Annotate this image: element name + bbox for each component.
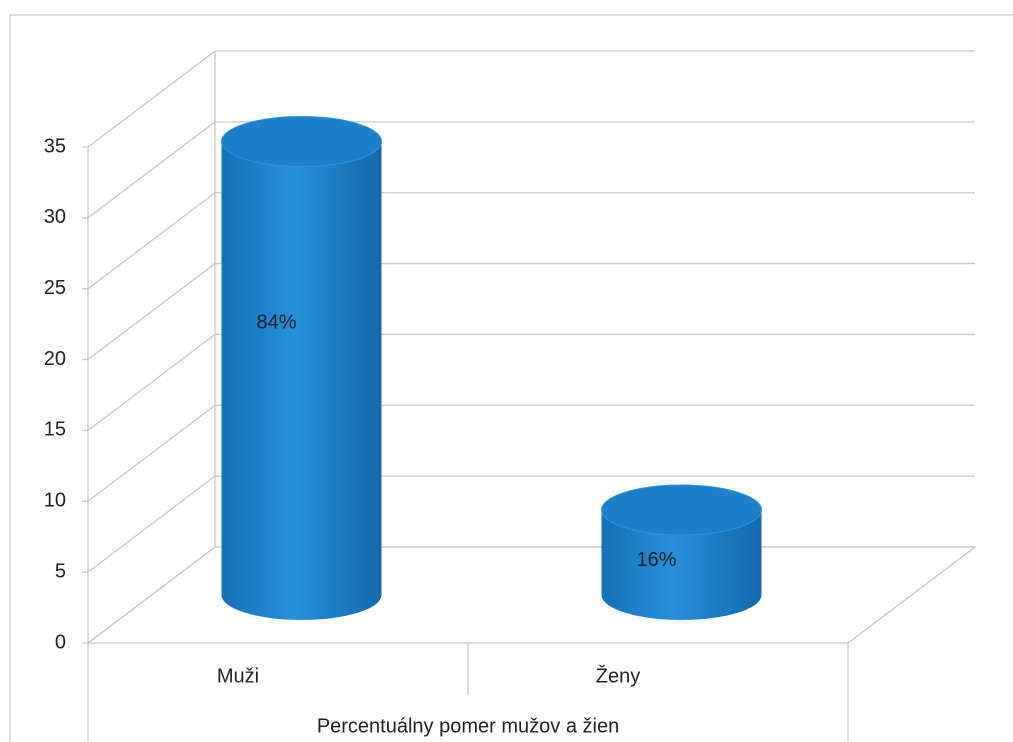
cylinder-top xyxy=(601,484,762,536)
y-tick-label: 30 xyxy=(44,206,66,228)
chart-border xyxy=(9,14,1013,742)
cylinder-body xyxy=(601,509,762,620)
y-tick-label: 25 xyxy=(44,277,66,299)
x-tick-label: Ženy xyxy=(596,664,640,687)
y-tick-label: 15 xyxy=(44,419,66,441)
grid-line xyxy=(87,121,975,219)
x-axis-label: Percentuálny pomer mužov a žien xyxy=(317,715,619,737)
grid-line xyxy=(87,333,975,431)
grid-line xyxy=(87,50,975,148)
y-tick-label: 0 xyxy=(55,631,66,653)
y-tick-label: 20 xyxy=(44,348,66,370)
cylinder-body xyxy=(221,141,382,620)
y-tick-label: 5 xyxy=(55,560,66,582)
data-label: 84% xyxy=(256,312,296,334)
y-tick-label: 35 xyxy=(44,135,66,157)
grid-line xyxy=(87,404,975,502)
x-tick-label: Muži xyxy=(217,665,259,687)
data-label: 16% xyxy=(636,549,676,571)
cylinder-top xyxy=(221,116,382,168)
y-tick-label: 10 xyxy=(44,490,66,512)
floor xyxy=(86,546,977,644)
grid-line xyxy=(87,262,975,361)
grid-line xyxy=(87,475,975,573)
grid-line xyxy=(87,192,975,290)
grid-line xyxy=(87,546,975,644)
